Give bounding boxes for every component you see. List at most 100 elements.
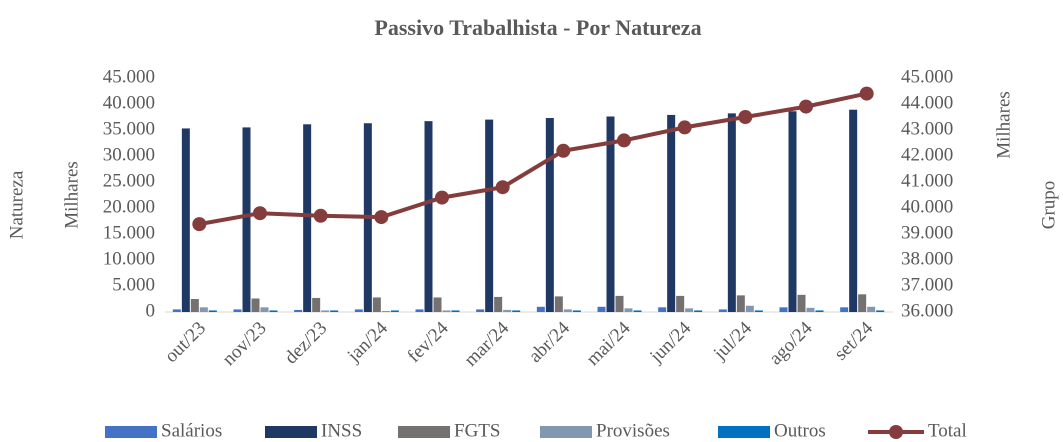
bar xyxy=(624,308,633,312)
y2-tick-label: 40.000 xyxy=(901,196,953,217)
bar xyxy=(849,109,858,312)
legend-swatch xyxy=(540,426,592,438)
y-tick-label: 35.000 xyxy=(103,118,155,139)
y-tick-label: 15.000 xyxy=(103,222,155,243)
bar xyxy=(858,294,867,312)
legend-label: Salários xyxy=(161,420,222,441)
bar xyxy=(381,310,390,312)
legend-label: Provisões xyxy=(596,420,670,441)
y2-tick-label: 38.000 xyxy=(901,248,953,269)
line-marker xyxy=(253,206,267,221)
bar xyxy=(685,308,694,312)
x-tick-label: jan/24 xyxy=(343,317,392,366)
y-tick-label: 20.000 xyxy=(103,196,155,217)
line-marker xyxy=(859,86,874,101)
bar xyxy=(754,310,763,312)
bar xyxy=(797,294,806,312)
y-group-label: Natureza xyxy=(6,170,27,239)
bar xyxy=(779,307,788,312)
x-tick-label: out/23 xyxy=(161,318,210,367)
legend-label: Outros xyxy=(774,420,826,441)
bar xyxy=(269,310,278,312)
bar xyxy=(736,295,745,312)
bar xyxy=(840,307,849,312)
y2-group-label: Grupo xyxy=(1038,181,1059,230)
bar xyxy=(597,306,606,312)
bar xyxy=(260,307,269,312)
y-tick-label: 5.000 xyxy=(112,274,155,295)
y-tick-label: 0 xyxy=(146,300,156,321)
y2-tick-label: 44.000 xyxy=(901,92,953,113)
bar xyxy=(242,127,251,313)
bar xyxy=(694,310,703,312)
x-tick-label: nov/23 xyxy=(218,318,270,370)
bar xyxy=(294,309,303,312)
legend-label: INSS xyxy=(321,420,362,441)
x-tick-label: mar/24 xyxy=(460,317,513,370)
line-marker xyxy=(495,180,510,195)
x-tick-label: abr/24 xyxy=(525,317,575,367)
bar xyxy=(424,121,433,312)
line-marker xyxy=(799,99,813,114)
bar xyxy=(303,124,312,312)
x-tick-label: dez/23 xyxy=(281,318,332,369)
bar xyxy=(451,310,460,312)
y2-tick-label: 41.000 xyxy=(901,170,953,191)
y2-tick-label: 37.000 xyxy=(901,274,953,295)
line xyxy=(198,91,868,227)
bar xyxy=(485,119,494,312)
bar xyxy=(806,307,815,312)
bar xyxy=(321,310,330,312)
y-tick-label: 40.000 xyxy=(103,92,155,113)
bar xyxy=(442,310,451,312)
y2-tick-label: 36.000 xyxy=(901,300,953,321)
chart-title: Passivo Trabalhista - Por Natureza xyxy=(374,15,701,40)
legend-swatch xyxy=(889,425,903,439)
bar xyxy=(415,309,424,312)
bar xyxy=(433,297,442,312)
y2-tick-label: 45.000 xyxy=(901,66,953,87)
y-tick-label: 45.000 xyxy=(103,66,155,87)
legend-swatch xyxy=(398,426,450,438)
x-tick-label: fev/24 xyxy=(403,317,453,367)
bar xyxy=(330,310,339,312)
y2-axis-label: Milhares xyxy=(993,91,1014,159)
bar xyxy=(658,307,667,312)
bar xyxy=(667,114,676,312)
line-marker xyxy=(374,210,389,225)
bar xyxy=(512,310,521,312)
x-tick-label: ago/24 xyxy=(765,317,817,369)
bar xyxy=(251,298,260,312)
bar xyxy=(876,310,885,312)
x-tick-label: jun/24 xyxy=(645,317,695,367)
bar xyxy=(476,309,485,312)
y-axis-label: Milhares xyxy=(61,161,82,229)
y-tick-label: 10.000 xyxy=(103,248,155,269)
bar xyxy=(727,113,736,312)
line-marker xyxy=(556,143,571,158)
bar xyxy=(199,307,208,312)
y-tick-label: 30.000 xyxy=(103,144,155,165)
x-tick-label: set/24 xyxy=(830,317,877,364)
bar xyxy=(494,296,503,312)
y2-tick-label: 42.000 xyxy=(901,144,953,165)
legend-label: Total xyxy=(928,420,967,441)
legend-swatch xyxy=(105,426,157,438)
legend-swatch xyxy=(265,426,317,438)
bar xyxy=(536,306,545,312)
bar xyxy=(172,309,181,312)
y-tick-label: 25.000 xyxy=(103,170,155,191)
legend-swatch xyxy=(718,426,770,438)
y2-tick-label: 39.000 xyxy=(901,222,953,243)
bar xyxy=(563,309,572,312)
bar xyxy=(554,296,563,312)
bar xyxy=(233,309,242,312)
bar xyxy=(718,309,727,312)
bar xyxy=(312,297,321,312)
bar xyxy=(181,128,190,312)
line-marker xyxy=(313,208,328,223)
bar xyxy=(503,309,512,312)
line-marker xyxy=(677,120,692,135)
bar xyxy=(745,305,754,312)
